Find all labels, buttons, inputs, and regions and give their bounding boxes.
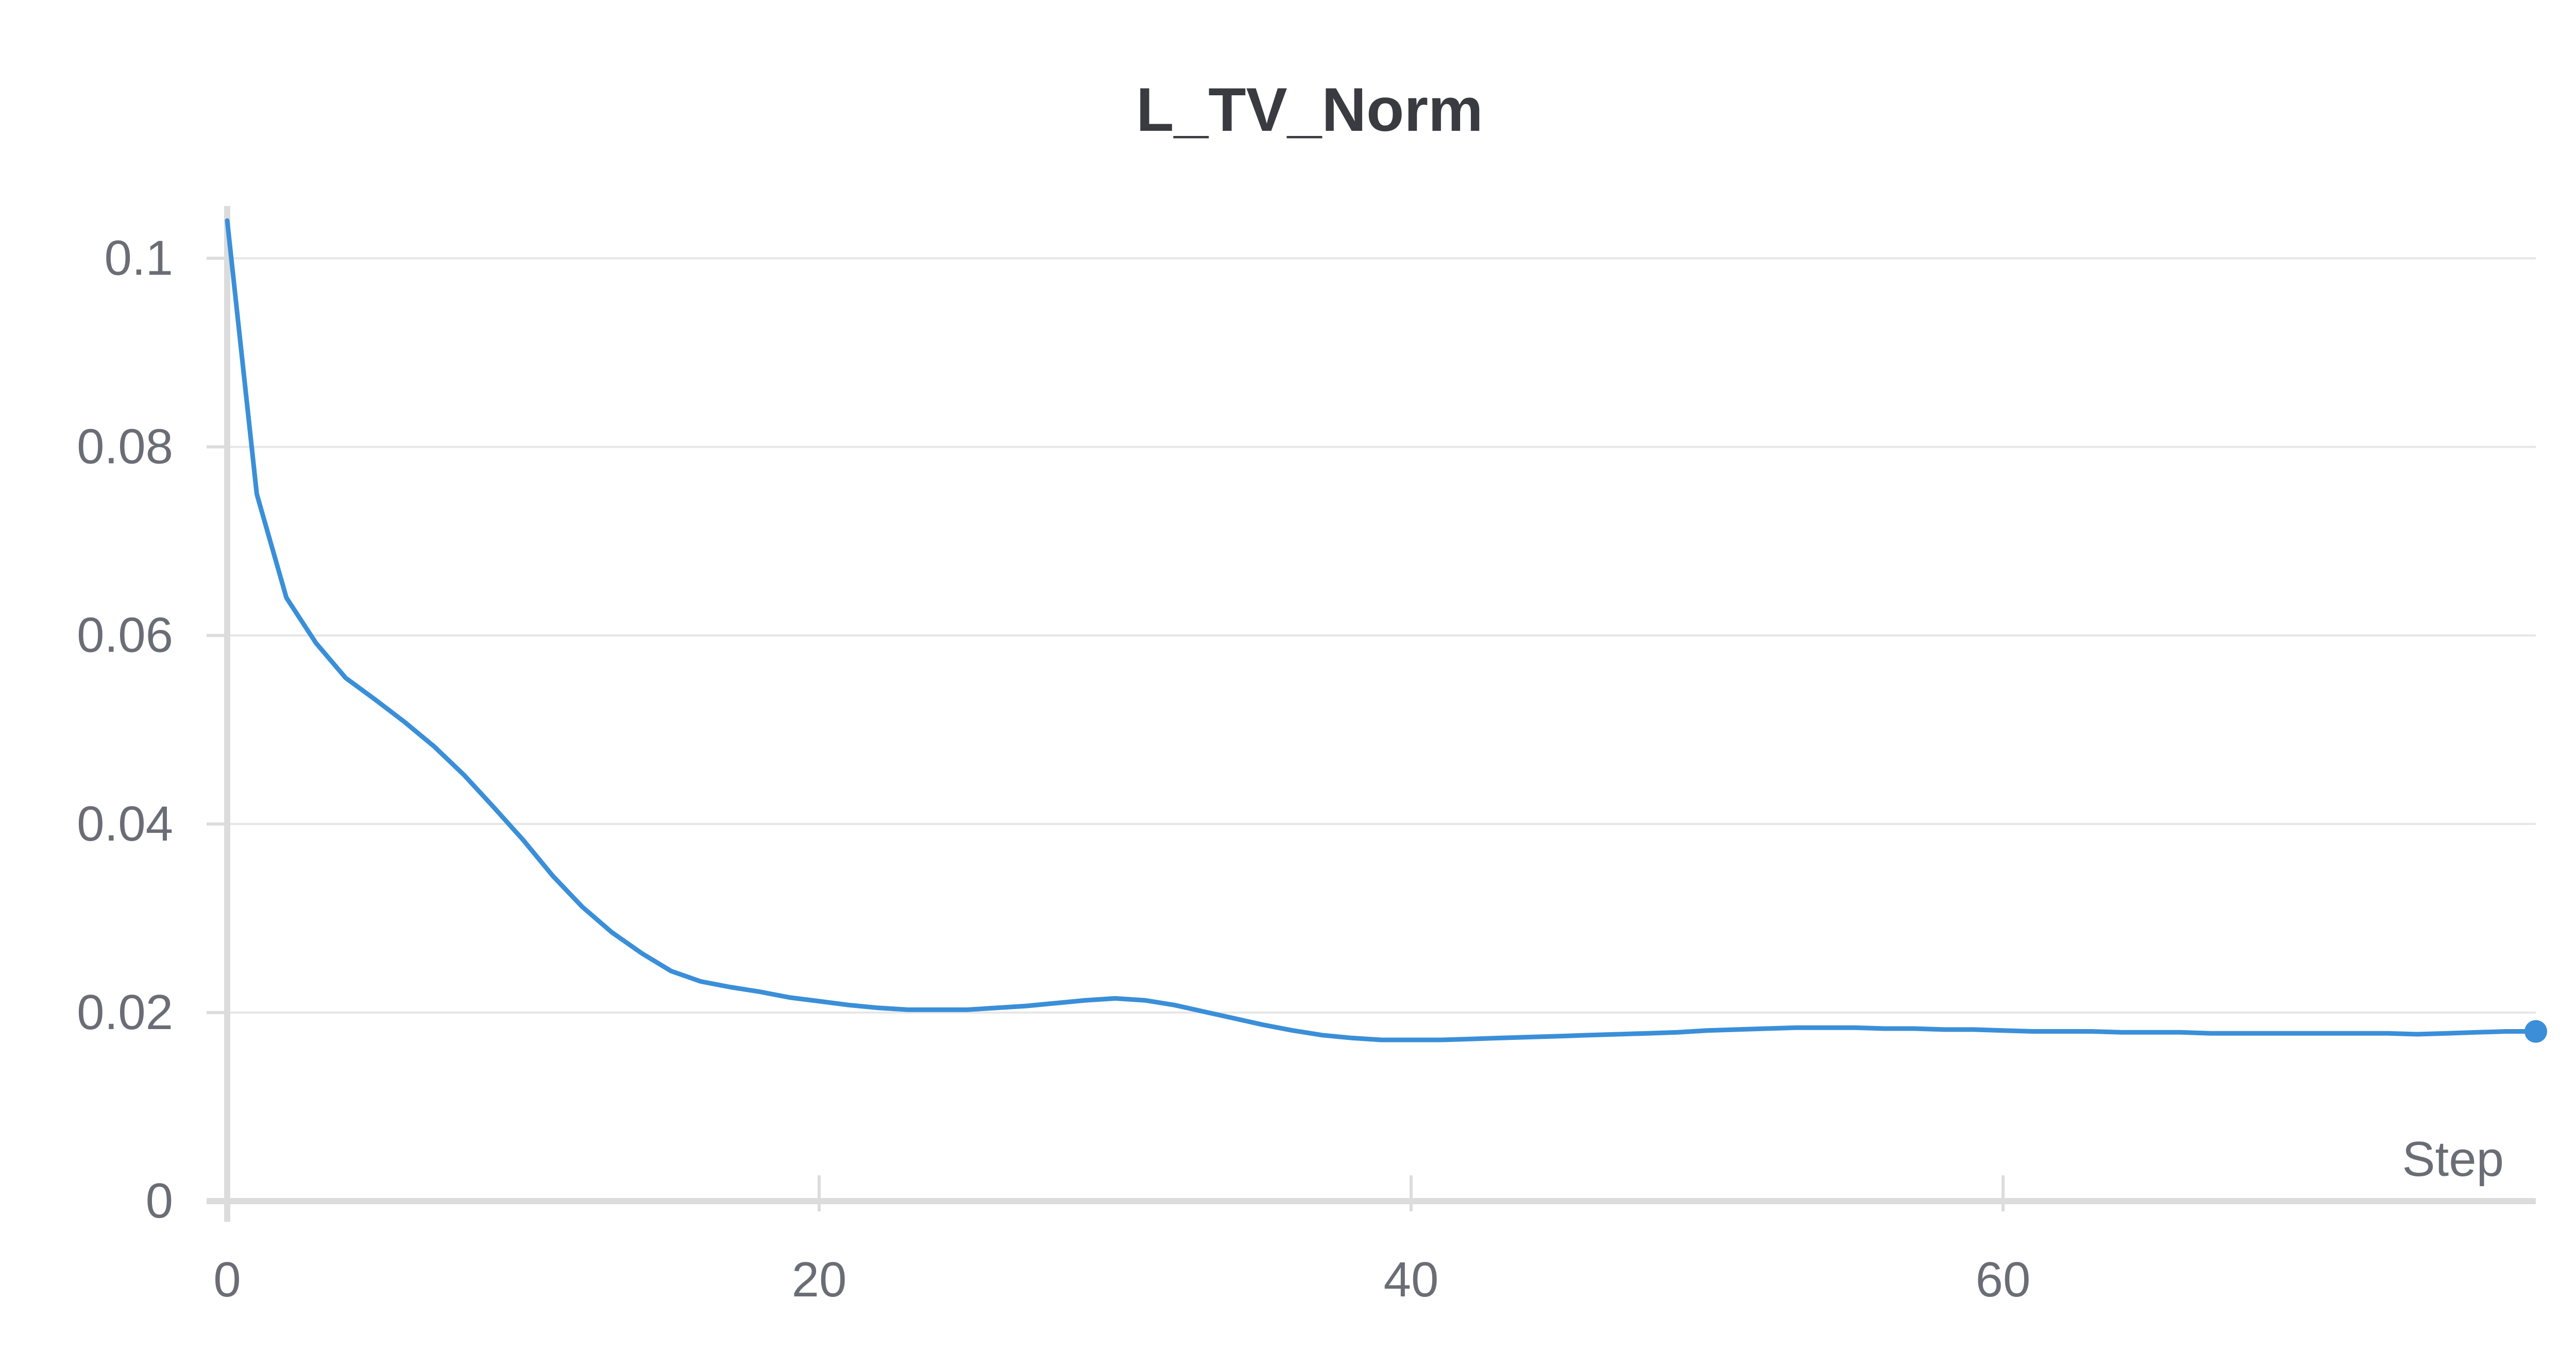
y-tick-label: 0 bbox=[146, 1173, 173, 1228]
x-tick-label: 0 bbox=[213, 1252, 241, 1307]
series-layer bbox=[225, 218, 2547, 1043]
y-tick-label: 0.04 bbox=[77, 796, 173, 851]
x-tick-label: 40 bbox=[1384, 1252, 1439, 1307]
y-tick-label: 0.02 bbox=[77, 985, 173, 1040]
series-line bbox=[225, 218, 2538, 1042]
chart-title: L_TV_Norm bbox=[1136, 75, 1483, 144]
axis-layer bbox=[207, 206, 2536, 1222]
y-tick-label: 0.08 bbox=[77, 419, 173, 474]
tick-label-layer: 0 0.02 0.04 0.06 0.08 0.1 0 20 40 60 bbox=[77, 231, 2030, 1307]
y-tick-label: 0.06 bbox=[77, 608, 173, 663]
x-tick-label: 20 bbox=[792, 1252, 847, 1307]
y-tick-label: 0.1 bbox=[105, 231, 173, 286]
grid-layer bbox=[227, 257, 2536, 1014]
series-end-marker bbox=[2524, 1020, 2547, 1043]
x-tick-label: 60 bbox=[1976, 1252, 2031, 1307]
x-axis-label: Step bbox=[2402, 1132, 2504, 1187]
